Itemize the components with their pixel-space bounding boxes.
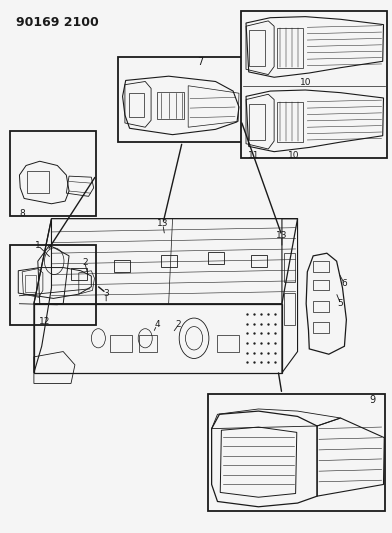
Text: 1: 1 [35,241,41,250]
Bar [313,301,329,312]
Bar [241,11,387,158]
Text: 8: 8 [20,209,25,218]
Text: 3: 3 [103,288,109,297]
Bar [25,275,36,292]
Text: 6: 6 [341,279,347,288]
Text: 90169 2100: 90169 2100 [16,15,99,29]
Bar [11,131,96,216]
Bar [71,268,87,280]
Text: 12: 12 [39,317,50,326]
Bar [110,335,132,352]
Bar [249,104,265,140]
Bar [129,93,144,117]
Text: 11: 11 [248,151,260,160]
Bar [313,280,329,290]
Bar [277,28,303,68]
Text: 2: 2 [82,258,87,266]
Text: 13: 13 [157,220,169,229]
Text: 10: 10 [288,151,299,160]
Bar [208,252,224,264]
Text: 4: 4 [154,320,160,329]
Text: 10: 10 [299,77,311,86]
Bar [157,92,184,119]
Bar [114,260,131,272]
Bar [284,253,295,282]
Text: 13: 13 [276,231,288,240]
Bar [249,30,265,66]
Text: 5: 5 [338,299,343,308]
Bar [284,293,295,325]
Bar [118,56,249,142]
Bar [313,322,329,333]
Bar [208,394,385,511]
Bar [251,255,267,266]
Text: 9: 9 [370,395,376,406]
Text: 2: 2 [176,320,181,329]
Bar [140,335,157,352]
Bar [11,245,96,325]
Bar [277,102,303,142]
Bar [313,261,329,272]
Bar [218,335,239,352]
Bar [27,171,49,193]
Text: 7: 7 [197,58,203,67]
Bar [161,255,177,266]
